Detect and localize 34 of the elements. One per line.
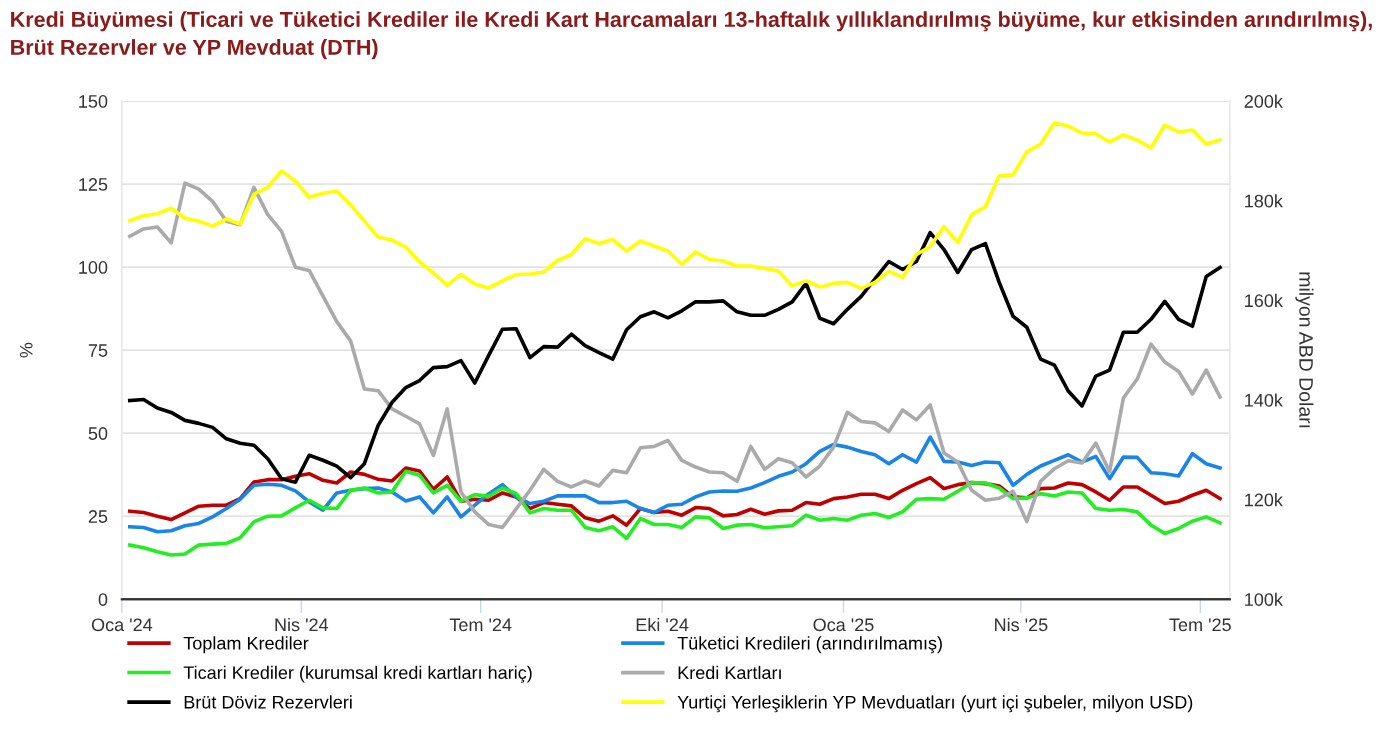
x-tick-label: Tem '24 <box>449 618 512 632</box>
y-tick-label: 0 <box>98 593 108 606</box>
line-series <box>127 121 1222 291</box>
legend-label: Toplam Krediler <box>183 636 309 654</box>
y-tick-label: 75 <box>88 344 108 357</box>
y-tick-label: 150 <box>79 95 108 108</box>
legend-label: Yurtiçi Yerleşiklerin YP Mevduatları (yurt içi şubeler, milyon USD) <box>677 695 1193 713</box>
y2-tick-label: 100k <box>1245 592 1283 606</box>
y-tick-label: 25 <box>88 510 108 523</box>
y2-tick-label: 180k <box>1245 194 1283 208</box>
legend-label: Tüketici Kredileri (arındırılmamış) <box>677 636 942 654</box>
legend-label: Kredi Kartları <box>678 665 781 680</box>
legend-label: Brüt Döviz Rezervleri <box>184 695 352 709</box>
y2-tick-label: 200k <box>1244 94 1283 108</box>
y2-tick-label: 160k <box>1245 293 1283 308</box>
line-series <box>127 469 1222 557</box>
y-tick-label: 125 <box>79 178 108 191</box>
line-series <box>127 181 1222 530</box>
x-tick-label: Oca '24 <box>91 618 153 632</box>
x-tick-label: Oca '25 <box>813 618 874 632</box>
y2-tick-label: 120k <box>1245 493 1283 507</box>
x-tick-label: Nis '24 <box>275 617 329 632</box>
x-tick-label: Eki '24 <box>636 617 689 632</box>
x-tick-label: Tem '25 <box>1169 618 1231 632</box>
line-series <box>127 230 1222 484</box>
x-tick-label: Nis '25 <box>995 617 1048 632</box>
line-series <box>127 435 1222 534</box>
legend-label: Ticari Krediler (kurumsal kredi kartları hariç) <box>183 665 532 683</box>
y-axis-title: % <box>19 342 33 358</box>
y-tick-label: 50 <box>88 427 108 440</box>
chart-title: Kredi Büyümesi (Ticari ve Tüketici Krediler ile Kredi Kart Harcamaları 13-haftalık yıllıklandırılmış büyüme, kur etkisinden arındırılmış), Brüt Rezervler ve YP Mevduat (DTH) <box>11 11 1372 60</box>
y-tick-label: 100 <box>79 261 108 274</box>
y2-tick-label: 140k <box>1245 393 1283 407</box>
y2-axis-title: milyon ABD Doları <box>1295 272 1314 428</box>
